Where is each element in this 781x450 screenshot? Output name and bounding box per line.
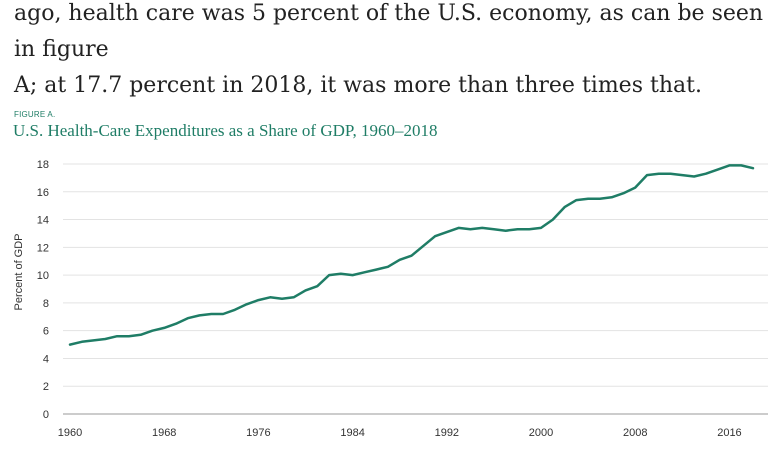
x-tick-label: 1976 — [246, 427, 270, 439]
y-tick-label: 10 — [37, 270, 49, 282]
x-tick-label: 2008 — [623, 427, 647, 439]
y-tick-label: 14 — [37, 215, 49, 227]
y-axis-title: Percent of GDP — [13, 233, 25, 310]
y-tick-label: 12 — [37, 242, 49, 254]
y-tick-label: 2 — [43, 381, 49, 393]
series-line — [68, 164, 755, 346]
x-tick-label: 1984 — [340, 427, 364, 439]
y-tick-label: 6 — [43, 326, 49, 338]
x-tick-label: 2016 — [717, 427, 741, 439]
series-group — [68, 164, 755, 346]
article-paragraph: ago, health care was 5 percent of the U.… — [14, 0, 779, 104]
figure-label: FIGURE A. — [14, 110, 56, 119]
y-axis-ticks: 0 2 4 6 8 10 12 14 16 18 — [37, 159, 49, 421]
y-tick-label: 8 — [43, 298, 49, 310]
y-tick-label: 4 — [43, 353, 49, 365]
grid-lines — [63, 163, 768, 415]
y-tick-label: 18 — [37, 159, 49, 171]
x-tick-label: 2000 — [529, 427, 553, 439]
x-tick-label: 1960 — [58, 427, 82, 439]
x-tick-label: 1968 — [152, 427, 176, 439]
article-line-1: ago, health care was 5 percent of the U.… — [14, 1, 764, 62]
y-tick-label: 16 — [37, 187, 49, 199]
article-line-2: A; at 17.7 percent in 2018, it was more … — [14, 73, 702, 98]
x-axis-ticks: 1960 1968 1976 1984 1992 2000 2008 2016 — [58, 427, 742, 439]
y-tick-label: 0 — [43, 409, 49, 421]
chart-title: U.S. Health-Care Expenditures as a Share… — [13, 121, 438, 140]
x-tick-label: 1992 — [435, 427, 459, 439]
